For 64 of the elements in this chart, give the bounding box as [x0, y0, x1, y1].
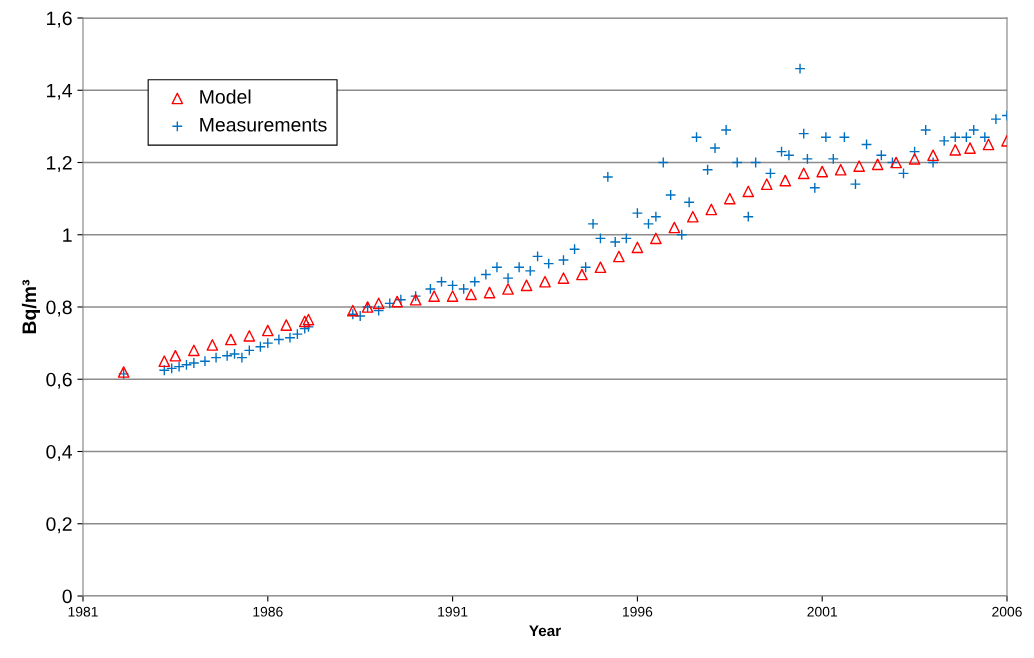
point — [224, 333, 237, 346]
point — [169, 349, 182, 362]
point — [908, 153, 921, 165]
point — [779, 174, 792, 187]
point — [539, 275, 551, 288]
point — [816, 165, 829, 178]
point — [206, 339, 219, 351]
point — [613, 250, 625, 263]
y-tick-label: 0 — [62, 589, 72, 604]
x-tick-label: 2006 — [992, 606, 1022, 617]
point — [302, 313, 315, 326]
point — [502, 283, 514, 295]
point — [594, 261, 607, 274]
y-tick-label: 1,4 — [47, 83, 73, 100]
point — [446, 290, 459, 303]
y-tick-label: 0,6 — [46, 372, 72, 389]
point — [483, 286, 496, 299]
point — [834, 163, 847, 176]
point — [391, 295, 404, 308]
y-tick-label: 1 — [63, 228, 72, 242]
point — [982, 138, 995, 151]
x-tick-label: 1996 — [623, 606, 653, 617]
point — [686, 210, 699, 223]
legend-label: Measurements — [200, 118, 327, 132]
x-axis-title: Year — [529, 625, 561, 637]
point — [520, 279, 533, 292]
point — [927, 149, 939, 162]
point — [557, 272, 570, 284]
point — [280, 319, 293, 331]
point — [705, 203, 718, 216]
point — [298, 315, 311, 328]
point — [631, 241, 644, 254]
point — [465, 288, 477, 301]
y-tick-label: 0,8 — [46, 300, 72, 317]
point — [650, 232, 662, 245]
point — [261, 324, 274, 337]
legend-label: Model — [200, 89, 251, 104]
point — [158, 355, 171, 368]
y-tick-label: 0,2 — [46, 517, 72, 534]
x-tick-label: 1986 — [253, 606, 283, 617]
point — [871, 158, 884, 171]
point — [243, 330, 256, 342]
x-tick-label: 1991 — [438, 606, 468, 617]
point — [797, 167, 810, 180]
point — [428, 290, 440, 303]
point — [760, 178, 773, 191]
y-tick-label: 1,2 — [47, 155, 72, 173]
x-tick-label: 1981 — [68, 606, 98, 617]
point — [668, 221, 681, 234]
point — [372, 297, 385, 310]
point — [576, 268, 588, 281]
point — [188, 344, 200, 357]
point — [346, 304, 359, 317]
x-tick-label: 2001 — [807, 606, 837, 617]
point — [409, 293, 422, 306]
point — [723, 192, 736, 205]
y-tick-label: 0,4 — [46, 444, 73, 462]
y-axis-title: Bq/m³ — [21, 279, 40, 334]
point — [890, 156, 902, 169]
point — [742, 185, 755, 198]
point — [853, 160, 866, 172]
point — [964, 142, 976, 154]
y-tick-label: 1,6 — [47, 11, 72, 28]
point — [949, 144, 962, 156]
